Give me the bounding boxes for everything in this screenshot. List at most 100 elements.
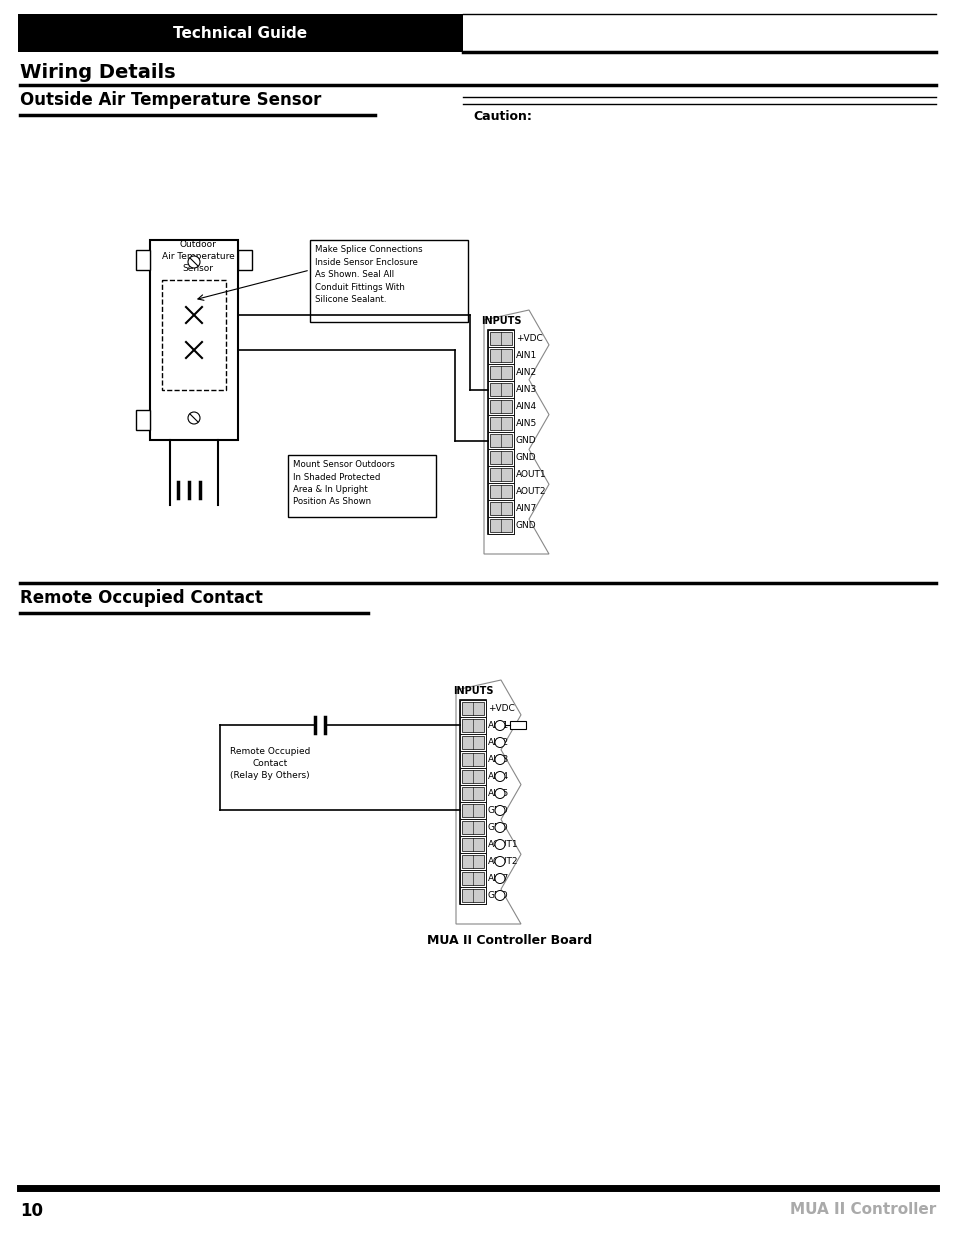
Bar xyxy=(459,887,485,904)
Bar xyxy=(488,500,514,517)
Text: AIN3: AIN3 xyxy=(488,755,509,764)
Bar xyxy=(490,417,512,430)
Bar xyxy=(488,415,514,432)
Circle shape xyxy=(495,737,504,747)
Bar xyxy=(18,14,462,52)
Circle shape xyxy=(495,755,504,764)
Bar xyxy=(490,451,512,464)
Text: Wiring Details: Wiring Details xyxy=(20,63,175,82)
Bar xyxy=(490,433,512,447)
Bar xyxy=(490,350,512,362)
Bar xyxy=(490,519,512,532)
Text: INPUTS: INPUTS xyxy=(453,685,493,697)
Text: Outdoor
Air Temperature
Sensor: Outdoor Air Temperature Sensor xyxy=(161,240,234,273)
Text: Remote Occupied Contact: Remote Occupied Contact xyxy=(20,589,263,606)
Bar xyxy=(459,768,485,785)
Circle shape xyxy=(495,805,504,815)
Bar xyxy=(461,769,483,783)
Text: AIN3: AIN3 xyxy=(516,385,537,394)
Text: AOUT1: AOUT1 xyxy=(516,471,546,479)
Text: +VDC: +VDC xyxy=(516,333,542,343)
Bar xyxy=(288,454,436,517)
Circle shape xyxy=(495,840,504,850)
Bar xyxy=(461,821,483,834)
Text: GND: GND xyxy=(488,890,508,900)
Bar xyxy=(488,466,514,483)
Bar xyxy=(459,734,485,751)
Bar xyxy=(461,753,483,766)
Bar xyxy=(488,517,514,534)
Bar xyxy=(459,853,485,869)
Text: INPUTS: INPUTS xyxy=(480,316,520,326)
Circle shape xyxy=(495,857,504,867)
Bar xyxy=(461,804,483,818)
Bar xyxy=(461,872,483,885)
Circle shape xyxy=(188,256,200,268)
Bar xyxy=(459,700,485,718)
Bar xyxy=(490,366,512,379)
Bar xyxy=(461,855,483,868)
Bar xyxy=(490,468,512,480)
Text: GND: GND xyxy=(516,453,536,462)
Bar xyxy=(461,889,483,902)
Text: AIN7: AIN7 xyxy=(516,504,537,513)
Bar xyxy=(459,751,485,768)
Bar xyxy=(459,785,485,802)
Text: AIN2: AIN2 xyxy=(488,739,509,747)
Bar xyxy=(459,819,485,836)
Text: +VDC: +VDC xyxy=(488,704,515,713)
Text: MUA II Controller Board: MUA II Controller Board xyxy=(427,934,592,947)
Circle shape xyxy=(495,890,504,900)
Bar xyxy=(136,249,150,270)
Text: GND: GND xyxy=(516,521,536,530)
Text: AIN1: AIN1 xyxy=(488,721,509,730)
Text: MUA II Controller: MUA II Controller xyxy=(789,1202,935,1216)
Text: AIN1: AIN1 xyxy=(516,351,537,359)
Text: Make Splice Connections
Inside Sensor Enclosure
As Shown. Seal All
Conduit Fitti: Make Splice Connections Inside Sensor En… xyxy=(314,245,422,304)
Bar xyxy=(488,398,514,415)
Circle shape xyxy=(495,788,504,799)
Circle shape xyxy=(188,412,200,424)
Text: AIN4: AIN4 xyxy=(488,772,509,781)
Bar xyxy=(510,721,525,730)
Bar xyxy=(488,364,514,382)
Bar xyxy=(459,836,485,853)
Bar xyxy=(488,347,514,364)
Circle shape xyxy=(495,720,504,730)
Text: Caution:: Caution: xyxy=(473,110,532,124)
Text: Technical Guide: Technical Guide xyxy=(172,26,307,41)
Text: Remote Occupied
Contact
(Relay By Others): Remote Occupied Contact (Relay By Others… xyxy=(230,747,310,781)
Text: AIN4: AIN4 xyxy=(516,403,537,411)
Circle shape xyxy=(495,772,504,782)
Bar xyxy=(490,400,512,412)
Text: AIN2: AIN2 xyxy=(516,368,537,377)
Bar xyxy=(461,787,483,800)
Bar xyxy=(136,410,150,430)
Text: AIN5: AIN5 xyxy=(488,789,509,798)
Text: 10: 10 xyxy=(20,1202,43,1220)
Bar xyxy=(310,240,468,322)
Text: Mount Sensor Outdoors
In Shaded Protected
Area & In Upright
Position As Shown: Mount Sensor Outdoors In Shaded Protecte… xyxy=(293,459,395,506)
Circle shape xyxy=(495,823,504,832)
Bar xyxy=(162,280,226,390)
Bar xyxy=(237,249,252,270)
Bar xyxy=(488,330,514,347)
Text: Outside Air Temperature Sensor: Outside Air Temperature Sensor xyxy=(20,91,321,109)
Circle shape xyxy=(495,873,504,883)
Bar xyxy=(488,330,514,534)
Text: AOUT2: AOUT2 xyxy=(488,857,518,866)
Bar xyxy=(490,332,512,345)
Text: AOUT2: AOUT2 xyxy=(516,487,546,496)
Text: GND: GND xyxy=(488,806,508,815)
Bar xyxy=(461,701,483,715)
Bar xyxy=(459,718,485,734)
Bar xyxy=(461,736,483,748)
Bar xyxy=(488,432,514,450)
Bar xyxy=(459,869,485,887)
Bar xyxy=(459,700,485,904)
Bar xyxy=(461,719,483,732)
Text: AIN7: AIN7 xyxy=(488,874,509,883)
Bar xyxy=(488,483,514,500)
Bar xyxy=(459,802,485,819)
Bar xyxy=(461,839,483,851)
